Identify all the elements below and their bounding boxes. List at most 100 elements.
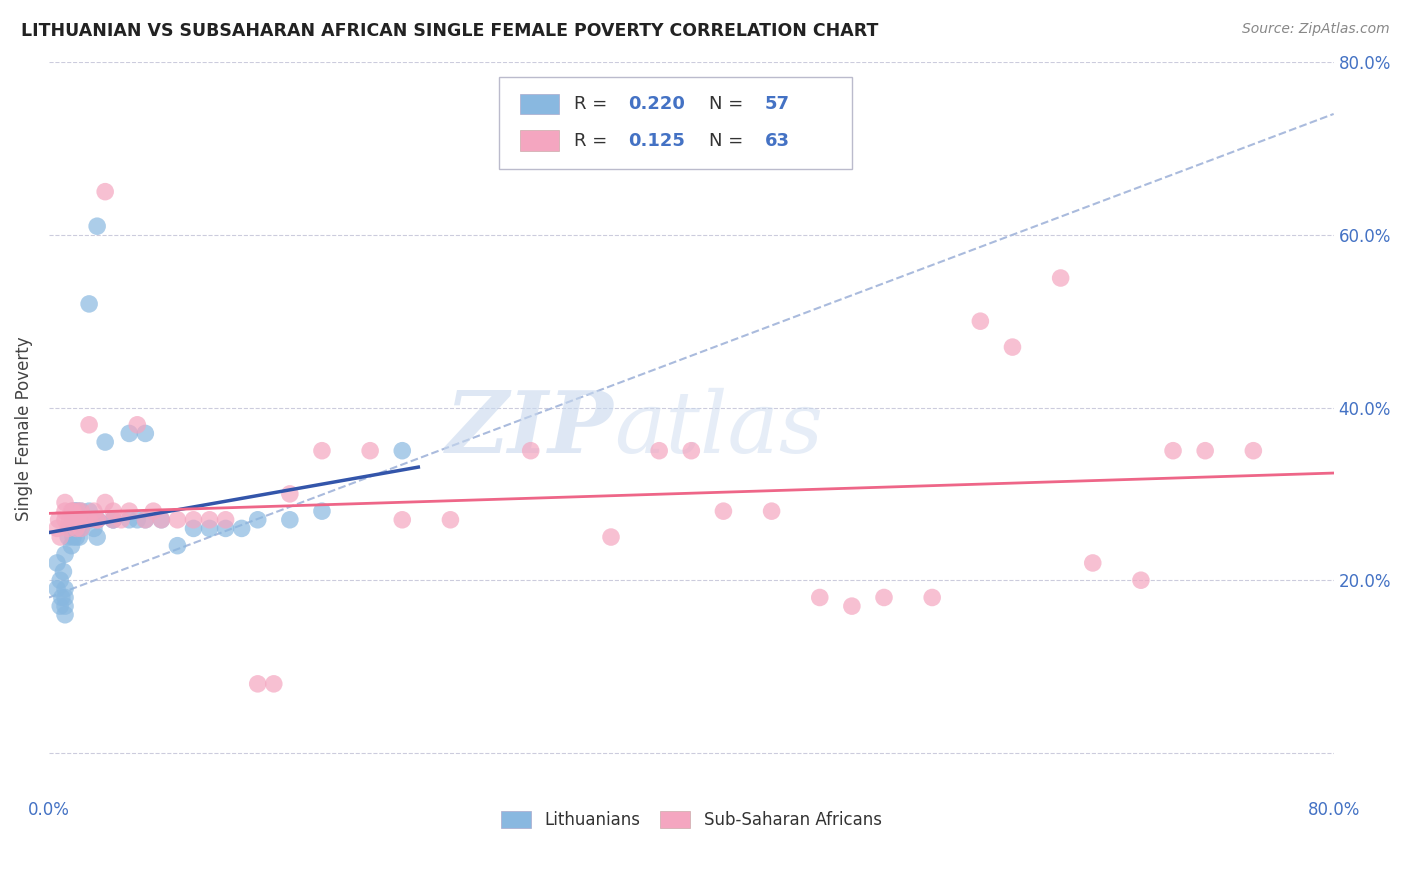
Point: [86, 513, 108, 527]
Text: R =: R =: [575, 132, 619, 150]
Point: [519, 443, 541, 458]
Point: [439, 513, 461, 527]
Point: [1129, 573, 1152, 587]
Point: [127, 513, 149, 527]
Point: [86, 513, 108, 527]
Point: [53, 495, 76, 509]
Point: [921, 591, 943, 605]
Point: [58, 521, 80, 535]
Point: [681, 443, 703, 458]
Point: [231, 521, 253, 535]
Point: [53, 599, 76, 614]
Point: [246, 513, 269, 527]
Point: [183, 521, 205, 535]
Point: [51, 591, 73, 605]
Point: [49, 530, 72, 544]
Point: [53, 591, 76, 605]
Point: [49, 599, 72, 614]
Point: [118, 513, 141, 527]
Point: [1049, 271, 1071, 285]
Point: [103, 513, 125, 527]
Text: 0.220: 0.220: [628, 95, 685, 113]
Point: [69, 530, 91, 544]
Point: [66, 521, 89, 535]
Point: [53, 582, 76, 596]
Point: [873, 591, 896, 605]
Point: [65, 521, 87, 535]
Point: [62, 530, 84, 544]
Point: [86, 219, 108, 234]
Point: [311, 504, 333, 518]
Point: [1194, 443, 1216, 458]
Point: [70, 504, 93, 518]
Text: 57: 57: [765, 95, 790, 113]
Point: [46, 582, 69, 596]
Point: [63, 513, 86, 527]
Point: [77, 297, 100, 311]
Point: [70, 513, 93, 527]
Point: [49, 573, 72, 587]
Point: [70, 521, 93, 535]
Point: [94, 495, 117, 509]
Point: [66, 513, 89, 527]
Point: [841, 599, 863, 614]
Point: [53, 513, 76, 527]
Point: [48, 513, 70, 527]
Point: [66, 504, 89, 518]
FancyBboxPatch shape: [499, 77, 852, 169]
Point: [69, 513, 91, 527]
Point: [70, 521, 93, 535]
Point: [46, 556, 69, 570]
Point: [77, 417, 100, 432]
Point: [60, 539, 83, 553]
Point: [150, 513, 173, 527]
Point: [62, 513, 84, 527]
Point: [53, 504, 76, 518]
Point: [600, 530, 623, 544]
Point: [86, 530, 108, 544]
Point: [1081, 556, 1104, 570]
Point: [278, 487, 301, 501]
Text: ZIP: ZIP: [446, 387, 614, 471]
Point: [58, 530, 80, 544]
Point: [103, 504, 125, 518]
Point: [63, 504, 86, 518]
Point: [86, 513, 108, 527]
Point: [62, 504, 84, 518]
Text: Source: ZipAtlas.com: Source: ZipAtlas.com: [1241, 22, 1389, 37]
Point: [1001, 340, 1024, 354]
Point: [134, 426, 156, 441]
Point: [166, 539, 188, 553]
Bar: [520, 94, 560, 114]
Y-axis label: Single Female Poverty: Single Female Poverty: [15, 337, 32, 522]
Point: [65, 530, 87, 544]
Point: [142, 504, 165, 518]
Point: [246, 677, 269, 691]
Point: [94, 185, 117, 199]
Point: [73, 513, 96, 527]
Point: [46, 521, 69, 535]
Point: [60, 504, 83, 518]
Text: atlas: atlas: [614, 388, 824, 470]
Point: [134, 513, 156, 527]
Point: [53, 547, 76, 561]
Point: [311, 443, 333, 458]
Text: N =: N =: [709, 132, 749, 150]
Point: [52, 565, 75, 579]
Point: [103, 513, 125, 527]
Point: [83, 521, 105, 535]
Point: [70, 513, 93, 527]
Point: [150, 513, 173, 527]
Point: [59, 513, 82, 527]
Point: [391, 443, 413, 458]
Point: [263, 677, 285, 691]
Bar: [520, 130, 560, 151]
Point: [713, 504, 735, 518]
Text: 63: 63: [765, 132, 790, 150]
Point: [62, 513, 84, 527]
Point: [198, 521, 221, 535]
Point: [359, 443, 381, 458]
Text: N =: N =: [709, 95, 749, 113]
Point: [808, 591, 831, 605]
Point: [214, 513, 236, 527]
